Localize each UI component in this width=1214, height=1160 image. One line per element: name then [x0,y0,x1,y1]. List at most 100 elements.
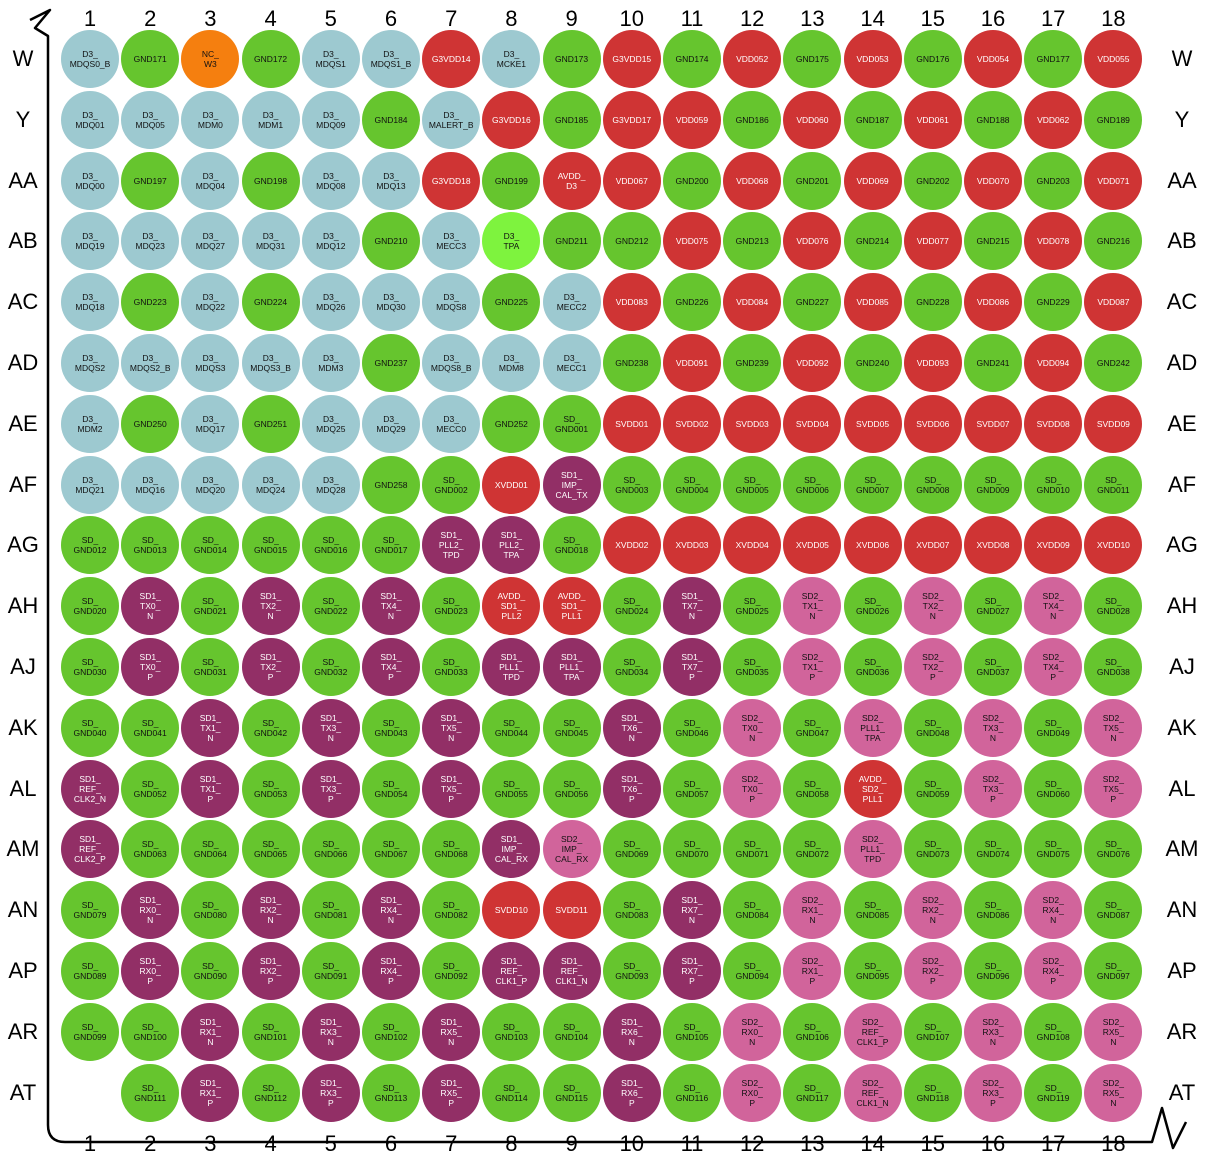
ball-AC6: D3_ MDQ30 [362,273,420,332]
column-label-bottom: 2 [144,1131,157,1156]
ball-AL17: SD_ GND060 [1024,759,1083,818]
ball-W1: D3_ MDQS0_B [61,30,119,88]
ball-AG12: XVDD04 [723,516,782,575]
column-label-bottom: 18 [1101,1131,1126,1156]
ball-AE14: SVDD05 [843,394,902,453]
ball-Y13: VDD060 [783,90,842,149]
ball-AR13: SD_ GND106 [783,1002,842,1061]
ball-AF15: SD_ GND008 [903,455,962,514]
ball-AP4: SD1_ RX2_ P [241,942,300,1000]
ball-AN9: SVDD11 [542,881,601,940]
ball-AL10: SD1_ TX6_ P [602,759,661,818]
ball-AP17: SD2_ RX4_ P [1024,942,1083,1000]
column-label-top: 3 [204,6,217,31]
ball-AR2: SD_ GND100 [121,1002,180,1061]
ball-AE16: SVDD07 [964,394,1022,453]
column-label-bottom: 15 [920,1131,946,1156]
ball-AE6: D3_ MDQ29 [362,394,420,453]
ball-AJ6: SD1_ TX4_ P [362,638,420,696]
ball-AB14: GND214 [843,212,902,271]
ball-AR7: SD1_ RX5_ N [422,1002,481,1061]
ball-AT17: SD_ GND119 [1024,1063,1083,1122]
ball-AJ10: SD_ GND034 [602,638,661,696]
ball-AM17: SD_ GND075 [1024,820,1083,879]
ball-AA1: D3_ MDQ00 [61,151,119,210]
ball-AH14: SD_ GND026 [843,577,902,636]
ball-AF17: SD_ GND010 [1024,455,1083,514]
ball-AD9: D3_ MECC1 [542,334,601,392]
ball-AJ17: SD2_ TX4_ P [1024,638,1083,696]
row-label-left: AL [9,775,37,801]
ball-AH2: SD1_ TX0_ N [121,577,180,636]
ball-AK15: SD_ GND048 [903,698,962,757]
row-label-left: AP [8,958,38,983]
ball-AB18: GND216 [1084,212,1143,271]
ball-AC4: GND224 [241,273,300,332]
ball-AC2: GND223 [121,273,180,332]
ball-AR11: SD_ GND105 [663,1002,721,1061]
ball-AK2: SD_ GND041 [121,698,180,757]
ball-AL18: SD2_ TX5_ P [1084,759,1143,818]
ball-Y16: GND188 [964,90,1022,149]
ball-AE10: SVDD01 [602,394,661,453]
ball-AD7: D3_ MDQS8_B [422,334,481,392]
row-label-right: AM [1165,836,1199,862]
ball-AM16: SD_ GND074 [964,820,1022,879]
ball-Y18: GND189 [1084,90,1143,149]
ball-AP7: SD_ GND092 [422,942,481,1000]
ball-AC5: D3_ MDQ26 [301,273,360,332]
row-label-left: AA [8,167,38,193]
ball-AT16: SD2_ RX3_ P [964,1063,1022,1122]
ball-AH4: SD1_ TX2_ N [241,577,300,636]
ball-AP2: SD1_ RX0_ P [121,942,180,1000]
ball-AL12: SD2_ TX0_ P [723,759,782,818]
ball-AA4: GND198 [241,151,300,210]
ball-AJ1: SD_ GND030 [61,638,119,696]
ball-AD16: GND241 [964,334,1022,392]
ball-AE11: SVDD02 [663,394,721,453]
ball-AD2: D3_ MDQS2_B [121,334,180,392]
ball-AE15: SVDD06 [903,394,962,453]
ball-W3: NC_ W3 [181,30,240,88]
ball-AB3: D3_ MDQ27 [181,212,240,271]
ball-AG10: XVDD02 [602,516,661,575]
ball-Y17: VDD062 [1024,90,1083,149]
column-label-top: 6 [384,6,398,31]
ball-W15: GND176 [903,30,962,88]
row-label-right: Y [1174,106,1190,132]
ball-AA6: D3_ MDQ13 [362,151,420,210]
ball-W2: GND171 [121,30,180,88]
column-label-bottom: 7 [445,1131,458,1156]
ball-AP15: SD2_ RX2_ P [903,942,962,1000]
ball-AK10: SD1_ TX6_ N [602,698,661,757]
ball-AF4: D3_ MDQ24 [241,455,300,514]
column-label-top: 8 [505,6,518,31]
ball-AR15: SD_ GND107 [903,1002,962,1061]
ball-AA9: AVDD_ D3 [542,151,601,210]
ball-AK14: SD2_ PLL1_ TPA [843,698,902,757]
column-label-bottom: 6 [384,1131,398,1156]
ball-AD10: GND238 [602,334,661,392]
ball-AR6: SD_ GND102 [362,1002,420,1061]
column-label-top: 1 [83,6,97,31]
ball-AK13: SD_ GND047 [783,698,842,757]
ball-AN6: SD1_ RX4_ N [362,881,420,940]
ball-AD12: GND239 [723,334,782,392]
ball-W18: VDD055 [1084,30,1143,88]
ball-AB13: VDD076 [783,212,842,271]
ball-Y1: D3_ MDQ01 [61,90,119,149]
ball-AP13: SD2_ RX1_ P [783,942,842,1000]
break-outline [29,8,1188,1150]
ball-AG9: SD_ GND018 [542,516,601,575]
ball-AD3: D3_ MDQS3 [181,334,240,392]
ball-AR12: SD2_ RX0_ N [723,1002,782,1061]
column-label-top: 14 [860,6,885,31]
ball-AF13: SD_ GND006 [783,455,842,514]
ball-AM11: SD_ GND070 [663,820,721,879]
ball-AC13: GND227 [783,273,842,332]
ball-AF3: D3_ MDQ20 [181,455,240,514]
ball-AJ5: SD_ GND032 [301,638,360,696]
ball-AN10: SD_ GND083 [602,881,661,940]
ball-AE3: D3_ MDQ17 [181,394,240,453]
ball-AN4: SD1_ RX2_ N [241,881,300,940]
